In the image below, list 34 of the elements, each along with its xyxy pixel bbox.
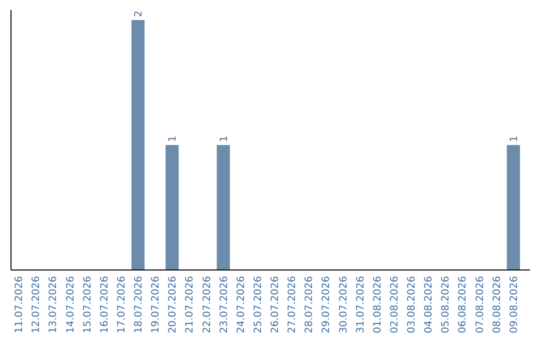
x-tick-label: 31.07.2026 bbox=[355, 276, 366, 334]
data-label: 2 bbox=[134, 10, 145, 17]
data-label: 1 bbox=[218, 136, 230, 142]
x-tick-label: 24.07.2026 bbox=[236, 276, 247, 334]
x-tick-label: 14.07.2026 bbox=[65, 276, 76, 334]
x-tick-label: 06.08.2026 bbox=[458, 276, 469, 334]
x-tick-label: 11.07.2026 bbox=[14, 276, 26, 334]
x-tick-label: 13.07.2026 bbox=[48, 276, 60, 334]
x-tick-label: 29.07.2026 bbox=[321, 276, 332, 334]
x-tick-label: 15.07.2026 bbox=[82, 276, 94, 334]
x-tick-label: 25.07.2026 bbox=[252, 276, 264, 334]
x-tick-label: 12.07.2026 bbox=[31, 276, 42, 334]
x-tick-label: 17.07.2026 bbox=[116, 276, 128, 334]
x-tick-label: 16.07.2026 bbox=[99, 276, 110, 334]
x-tick-label: 07.08.2026 bbox=[474, 276, 486, 334]
x-tick-label: 28.07.2026 bbox=[304, 276, 316, 334]
x-tick-label: 18.07.2026 bbox=[134, 276, 145, 334]
x-tick-label: 21.07.2026 bbox=[184, 276, 196, 334]
x-tick-label: 19.07.2026 bbox=[150, 276, 162, 334]
x-tick-label: 22.07.2026 bbox=[202, 276, 213, 334]
x-tick-label: 08.08.2026 bbox=[492, 276, 503, 334]
x-tick-label: 03.08.2026 bbox=[406, 276, 418, 334]
data-label: 1 bbox=[168, 136, 179, 142]
x-tick-label: 09.08.2026 bbox=[508, 276, 520, 334]
x-tick-label: 27.07.2026 bbox=[287, 276, 298, 334]
x-tick-label: 23.07.2026 bbox=[218, 276, 230, 334]
x-tick-label: 30.07.2026 bbox=[338, 276, 350, 334]
x-tick-label: 01.08.2026 bbox=[372, 276, 384, 334]
x-tick-label: 05.08.2026 bbox=[440, 276, 452, 334]
x-tick-label: 20.07.2026 bbox=[168, 276, 179, 334]
x-tick-label: 26.07.2026 bbox=[270, 276, 282, 334]
x-tick-label: 02.08.2026 bbox=[389, 276, 400, 334]
x-tick-label: 04.08.2026 bbox=[424, 276, 435, 334]
data-label: 1 bbox=[508, 136, 520, 142]
